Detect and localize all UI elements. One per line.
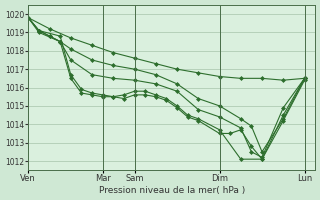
- X-axis label: Pression niveau de la mer( hPa ): Pression niveau de la mer( hPa ): [99, 186, 245, 195]
